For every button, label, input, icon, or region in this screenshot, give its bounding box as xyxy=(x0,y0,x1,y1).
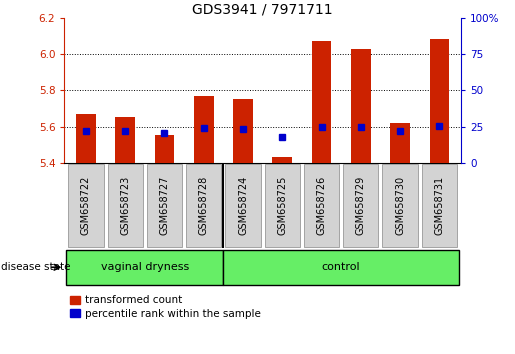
Bar xyxy=(194,96,214,163)
Legend: transformed count, percentile rank within the sample: transformed count, percentile rank withi… xyxy=(70,296,261,319)
FancyBboxPatch shape xyxy=(226,164,261,247)
Title: GDS3941 / 7971711: GDS3941 / 7971711 xyxy=(192,2,333,17)
Text: control: control xyxy=(322,262,360,272)
FancyBboxPatch shape xyxy=(68,164,104,247)
Text: GSM658729: GSM658729 xyxy=(356,176,366,235)
Bar xyxy=(115,118,135,163)
FancyBboxPatch shape xyxy=(265,164,300,247)
Text: GSM658725: GSM658725 xyxy=(277,176,287,235)
Text: GSM658730: GSM658730 xyxy=(395,176,405,235)
Text: GSM658726: GSM658726 xyxy=(317,176,327,235)
FancyBboxPatch shape xyxy=(343,164,379,247)
Bar xyxy=(430,39,449,163)
Bar xyxy=(272,158,292,163)
FancyBboxPatch shape xyxy=(186,164,221,247)
FancyBboxPatch shape xyxy=(422,164,457,247)
Text: GSM658731: GSM658731 xyxy=(434,176,444,235)
Text: GSM658724: GSM658724 xyxy=(238,176,248,235)
Bar xyxy=(76,114,96,163)
Bar xyxy=(233,99,253,163)
FancyBboxPatch shape xyxy=(383,164,418,247)
Text: vaginal dryness: vaginal dryness xyxy=(101,262,189,272)
Bar xyxy=(351,48,371,163)
Bar xyxy=(154,135,174,163)
FancyBboxPatch shape xyxy=(304,164,339,247)
Bar xyxy=(312,41,331,163)
FancyBboxPatch shape xyxy=(147,164,182,247)
Bar xyxy=(390,123,410,163)
Text: GSM658723: GSM658723 xyxy=(120,176,130,235)
Text: disease state: disease state xyxy=(1,262,71,272)
FancyBboxPatch shape xyxy=(224,250,459,285)
Text: GSM658727: GSM658727 xyxy=(160,176,169,235)
FancyBboxPatch shape xyxy=(66,250,224,285)
Text: GSM658722: GSM658722 xyxy=(81,176,91,235)
FancyBboxPatch shape xyxy=(108,164,143,247)
Text: GSM658728: GSM658728 xyxy=(199,176,209,235)
